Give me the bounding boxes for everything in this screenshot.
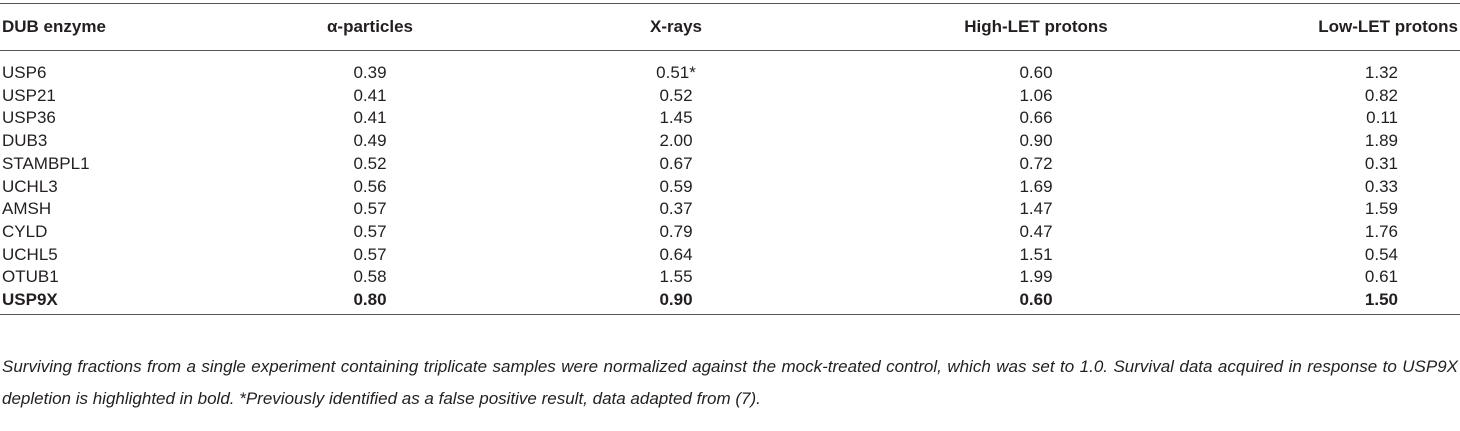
value-cell: 1.47 [1019, 199, 1053, 219]
table-row: USP6 0.39 0.51* 0.60 1.32 [0, 51, 1460, 85]
value-cell: 1.59 [1364, 199, 1398, 219]
value-cell: 1.51 [1019, 244, 1053, 264]
value-cell: 0.57 [353, 221, 387, 241]
value-cell: 0.31 [1364, 153, 1398, 173]
value-cell: 0.67 [659, 153, 693, 173]
value-cell: 0.79 [659, 221, 693, 241]
value-cell: 0.41 [353, 108, 387, 128]
column-header: X-rays [650, 17, 702, 36]
enzyme-cell: USP6 [2, 63, 47, 82]
value-cell: 0.60 [1019, 290, 1053, 310]
enzyme-cell: USP21 [2, 85, 56, 105]
value-cell: 0.37 [659, 199, 693, 219]
table-row: OTUB1 0.58 1.55 1.99 0.61 [0, 266, 1460, 289]
header-row: DUB enzyme α-particles X-rays High-LET prot… [0, 3, 1460, 51]
value-cell: 1.45 [659, 108, 693, 128]
value-cell: 0.54 [1364, 244, 1398, 264]
value-cell: 1.76 [1364, 221, 1398, 241]
table-row: UCHL5 0.57 0.64 1.51 0.54 [0, 244, 1460, 267]
value-cell: 0.56 [353, 176, 387, 196]
value-cell: 1.69 [1019, 176, 1053, 196]
value-cell: 0.57 [353, 199, 387, 219]
enzyme-cell: UCHL3 [2, 176, 58, 196]
table-row: UCHL3 0.56 0.59 1.69 0.33 [0, 176, 1460, 199]
table-body: USP6 0.39 0.51* 0.60 1.32 USP21 0.41 0.52 1.06 0.… [0, 51, 1460, 315]
table-row: CYLD 0.57 0.79 0.47 1.76 [0, 221, 1460, 244]
footnote: Surviving fractions from a single experi… [2, 357, 1458, 408]
value-cell: 1.89 [1364, 131, 1398, 151]
value-cell: 0.90 [1019, 131, 1053, 151]
table-row: STAMBPL1 0.52 0.67 0.72 0.31 [0, 153, 1460, 176]
value-cell: 0.49 [353, 131, 387, 151]
table-header: DUB enzyme α-particles X-rays High-LET prot… [0, 3, 1460, 51]
value-cell: 0.60 [1019, 63, 1053, 82]
table-row: USP36 0.41 1.45 0.66 0.11 [0, 107, 1460, 130]
table-row: USP21 0.41 0.52 1.06 0.82 [0, 85, 1460, 108]
enzyme-cell: AMSH [2, 199, 52, 219]
value-cell: 2.00 [659, 131, 693, 151]
column-header: α-particles [326, 17, 414, 36]
enzyme-cell: CYLD [2, 221, 48, 241]
table-row: DUB3 0.49 2.00 0.90 1.89 [0, 130, 1460, 153]
column-header: DUB enzyme [2, 17, 106, 36]
value-cell: 0.57 [353, 244, 387, 264]
value-cell: 0.41 [353, 85, 387, 105]
enzyme-cell: DUB3 [2, 131, 48, 151]
value-cell: 0.82 [1364, 85, 1398, 105]
value-cell: 0.52 [659, 85, 693, 105]
value-cell: 0.51* [656, 63, 696, 82]
value-cell: 0.66 [1019, 108, 1053, 128]
enzyme-cell: STAMBPL1 [2, 153, 90, 173]
value-cell: 0.80 [353, 290, 387, 310]
value-cell: 0.11 [1366, 108, 1398, 128]
value-cell: 0.47 [1019, 221, 1053, 241]
enzyme-cell: UCHL5 [2, 244, 58, 264]
value-cell: 1.32 [1364, 63, 1398, 82]
value-cell: 1.50 [1364, 290, 1398, 310]
value-cell: 0.59 [659, 176, 693, 196]
value-cell: 1.99 [1019, 267, 1053, 287]
table-row: AMSH 0.57 0.37 1.47 1.59 [0, 198, 1460, 221]
enzyme-cell: USP9X [2, 290, 58, 310]
value-cell: 0.39 [353, 63, 387, 82]
value-cell: 0.58 [353, 267, 387, 287]
value-cell: 0.64 [659, 244, 693, 264]
value-cell: 0.72 [1019, 153, 1053, 173]
data-table: DUB enzyme α-particles X-rays High-LET prot… [0, 3, 1460, 315]
value-cell: 1.55 [659, 267, 693, 287]
value-cell: 0.61 [1364, 267, 1398, 287]
enzyme-cell: USP36 [2, 108, 56, 128]
value-cell: 0.90 [659, 290, 693, 310]
enzyme-cell: OTUB1 [2, 267, 59, 287]
column-header: Low-LET protons [1318, 17, 1458, 36]
column-header: High-LET protons [964, 17, 1108, 36]
table-row: USP9X 0.80 0.90 0.60 1.50 [0, 289, 1460, 315]
value-cell: 0.33 [1364, 176, 1398, 196]
value-cell: 0.52 [353, 153, 387, 173]
value-cell: 1.06 [1019, 85, 1053, 105]
